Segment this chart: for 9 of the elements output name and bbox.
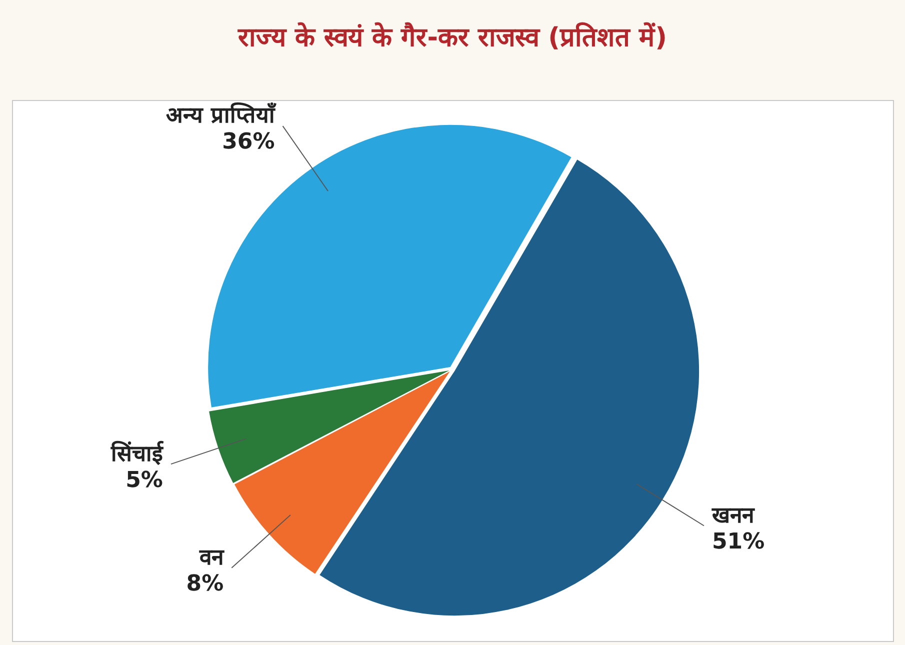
chart-title: राज्य के स्वयं के गैर-कर राजस्व (प्रतिशत में) [236, 21, 668, 55]
data-label: 5% [126, 468, 163, 493]
slice-label: खनन [710, 503, 755, 528]
data-label: 51% [712, 529, 765, 554]
slice-label: सिंचाई [110, 440, 164, 467]
data-label: 36% [222, 130, 275, 155]
slice-label: वन [198, 546, 225, 571]
slice-label: अन्य प्राप्तियाँ [166, 102, 277, 129]
data-label: 8% [186, 572, 224, 597]
